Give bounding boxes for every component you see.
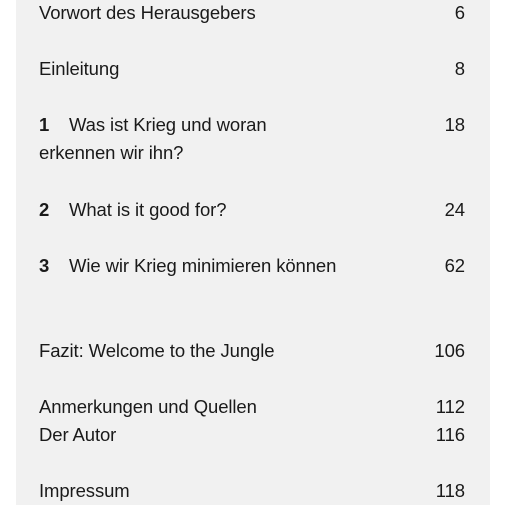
toc-entry-title: Was ist Krieg und woran erkennen wir ihn… — [39, 114, 267, 163]
toc-entry-title: Der Autor — [39, 424, 117, 445]
toc-entry-title: Impressum — [39, 480, 130, 501]
toc-entry-page: 112 — [435, 396, 465, 417]
toc-page — [16, 0, 490, 505]
toc-entry-title: Fazit: Welcome to the Jungle — [39, 340, 275, 361]
toc-entry-page: 118 — [435, 480, 465, 501]
chapter-number: 2 — [39, 199, 50, 220]
chapter-number: 3 — [39, 255, 50, 276]
toc-entry-page: 62 — [444, 255, 465, 276]
toc-entry-page: 8 — [454, 58, 465, 79]
chapter-number: 1 — [39, 114, 50, 135]
toc-entry-page: 116 — [435, 424, 465, 445]
toc-entry-title: Wie wir Krieg minimieren können — [69, 255, 337, 276]
toc-entry-page: 24 — [444, 199, 465, 220]
toc-entry-title: Vorwort des Herausgebers — [39, 2, 256, 23]
toc-entry-page: 18 — [444, 114, 465, 135]
toc-entry-page: 6 — [454, 2, 465, 23]
toc-entry-title: What is it good for? — [69, 199, 227, 220]
toc-entry-title: Anmerkungen und Quellen — [39, 396, 257, 417]
toc-entry-page: 106 — [434, 340, 465, 361]
toc-entry-title: Einleitung — [39, 58, 120, 79]
